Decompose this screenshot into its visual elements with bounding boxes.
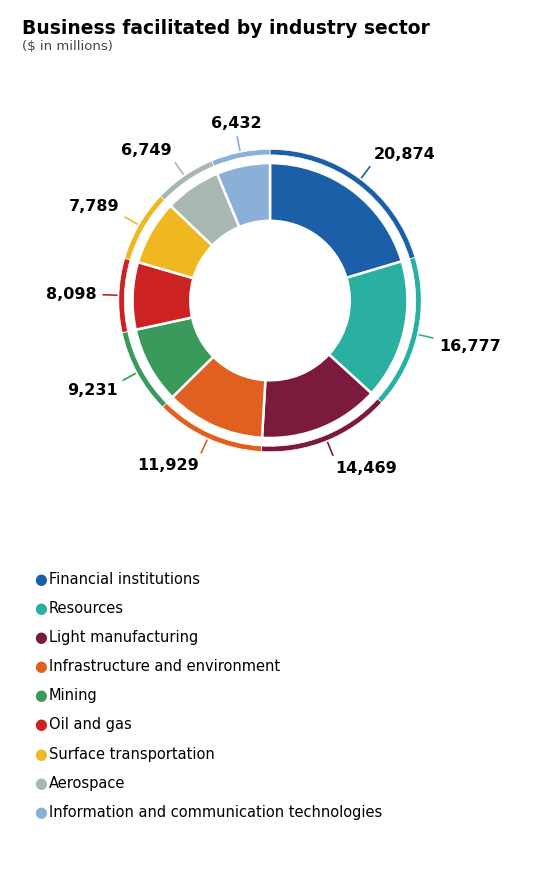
Text: ●: ● [34, 659, 47, 674]
Text: Light manufacturing: Light manufacturing [49, 630, 198, 644]
Text: 20,874: 20,874 [374, 147, 435, 162]
Wedge shape [138, 206, 212, 278]
Text: Infrastructure and environment: Infrastructure and environment [49, 659, 280, 674]
Text: Surface transportation: Surface transportation [49, 747, 214, 761]
Text: ●: ● [34, 776, 47, 790]
Text: ●: ● [34, 805, 47, 819]
Text: Financial institutions: Financial institutions [49, 572, 200, 586]
Wedge shape [329, 262, 408, 393]
Wedge shape [125, 196, 165, 260]
Wedge shape [262, 354, 372, 438]
Wedge shape [163, 403, 261, 452]
Text: ●: ● [34, 601, 47, 615]
Wedge shape [119, 258, 130, 332]
Text: ●: ● [34, 572, 47, 586]
Wedge shape [171, 173, 239, 246]
Wedge shape [270, 164, 402, 278]
Wedge shape [217, 164, 270, 227]
Wedge shape [132, 263, 193, 330]
Wedge shape [172, 356, 265, 438]
Text: 8,098: 8,098 [46, 287, 97, 302]
Text: ●: ● [34, 718, 47, 732]
Wedge shape [377, 257, 421, 402]
Text: 7,789: 7,789 [69, 199, 120, 214]
Text: 6,749: 6,749 [122, 143, 172, 158]
Text: 11,929: 11,929 [137, 459, 199, 474]
Wedge shape [261, 399, 382, 452]
Text: Oil and gas: Oil and gas [49, 718, 131, 732]
Text: ●: ● [34, 630, 47, 644]
Text: Business facilitated by industry sector: Business facilitated by industry sector [22, 19, 429, 38]
Text: 6,432: 6,432 [211, 116, 261, 131]
Text: 16,777: 16,777 [439, 339, 501, 354]
Wedge shape [122, 332, 166, 407]
Text: ●: ● [34, 747, 47, 761]
Text: Information and communication technologies: Information and communication technologi… [49, 805, 382, 819]
Text: ●: ● [34, 689, 47, 703]
Text: Resources: Resources [49, 601, 124, 615]
Text: Aerospace: Aerospace [49, 776, 125, 790]
Text: ($ in millions): ($ in millions) [22, 40, 112, 53]
Wedge shape [212, 149, 270, 166]
Text: 14,469: 14,469 [335, 461, 397, 476]
Wedge shape [160, 161, 214, 200]
Wedge shape [136, 317, 213, 397]
Text: Mining: Mining [49, 689, 97, 703]
Wedge shape [270, 149, 415, 259]
Text: 9,231: 9,231 [67, 383, 118, 398]
